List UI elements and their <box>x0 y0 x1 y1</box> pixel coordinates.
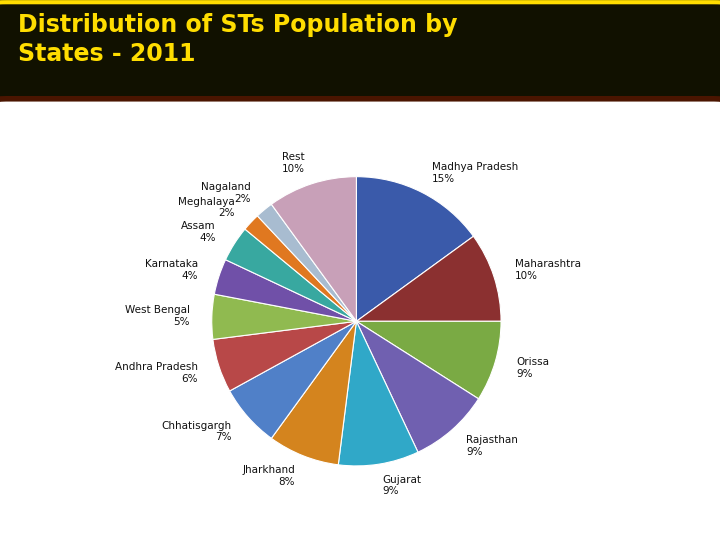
Text: Orissa
9%: Orissa 9% <box>516 357 549 379</box>
Text: Rest
10%: Rest 10% <box>282 152 305 174</box>
Wedge shape <box>213 321 356 391</box>
Text: Nagaland
2%: Nagaland 2% <box>201 183 251 204</box>
FancyBboxPatch shape <box>0 99 720 540</box>
Wedge shape <box>356 177 474 321</box>
Text: Assam
4%: Assam 4% <box>181 221 216 243</box>
Wedge shape <box>356 321 501 399</box>
Wedge shape <box>230 321 356 438</box>
Text: Andhra Pradesh
6%: Andhra Pradesh 6% <box>115 362 198 383</box>
Text: Karnataka
4%: Karnataka 4% <box>145 259 198 281</box>
Text: Rajasthan
9%: Rajasthan 9% <box>467 435 518 457</box>
Wedge shape <box>271 321 356 465</box>
Text: Maharashtra
10%: Maharashtra 10% <box>515 259 580 281</box>
Wedge shape <box>212 294 356 340</box>
Wedge shape <box>356 321 479 452</box>
Text: Chhatisgargh
7%: Chhatisgargh 7% <box>161 421 232 442</box>
Text: West Bengal
5%: West Bengal 5% <box>125 305 190 327</box>
Wedge shape <box>257 204 356 321</box>
Text: Gujarat
9%: Gujarat 9% <box>382 475 421 496</box>
Text: Jharkhand
8%: Jharkhand 8% <box>243 465 295 487</box>
Wedge shape <box>356 237 501 321</box>
Wedge shape <box>338 321 418 466</box>
Text: Madhya Pradesh
15%: Madhya Pradesh 15% <box>432 163 518 184</box>
Wedge shape <box>215 260 356 321</box>
Wedge shape <box>245 216 356 321</box>
Text: Meghalaya
2%: Meghalaya 2% <box>179 197 235 218</box>
FancyBboxPatch shape <box>0 2 720 109</box>
Wedge shape <box>225 229 356 321</box>
Text: Distribution of STs Population by
States - 2011: Distribution of STs Population by States… <box>18 14 457 66</box>
Wedge shape <box>271 177 356 321</box>
